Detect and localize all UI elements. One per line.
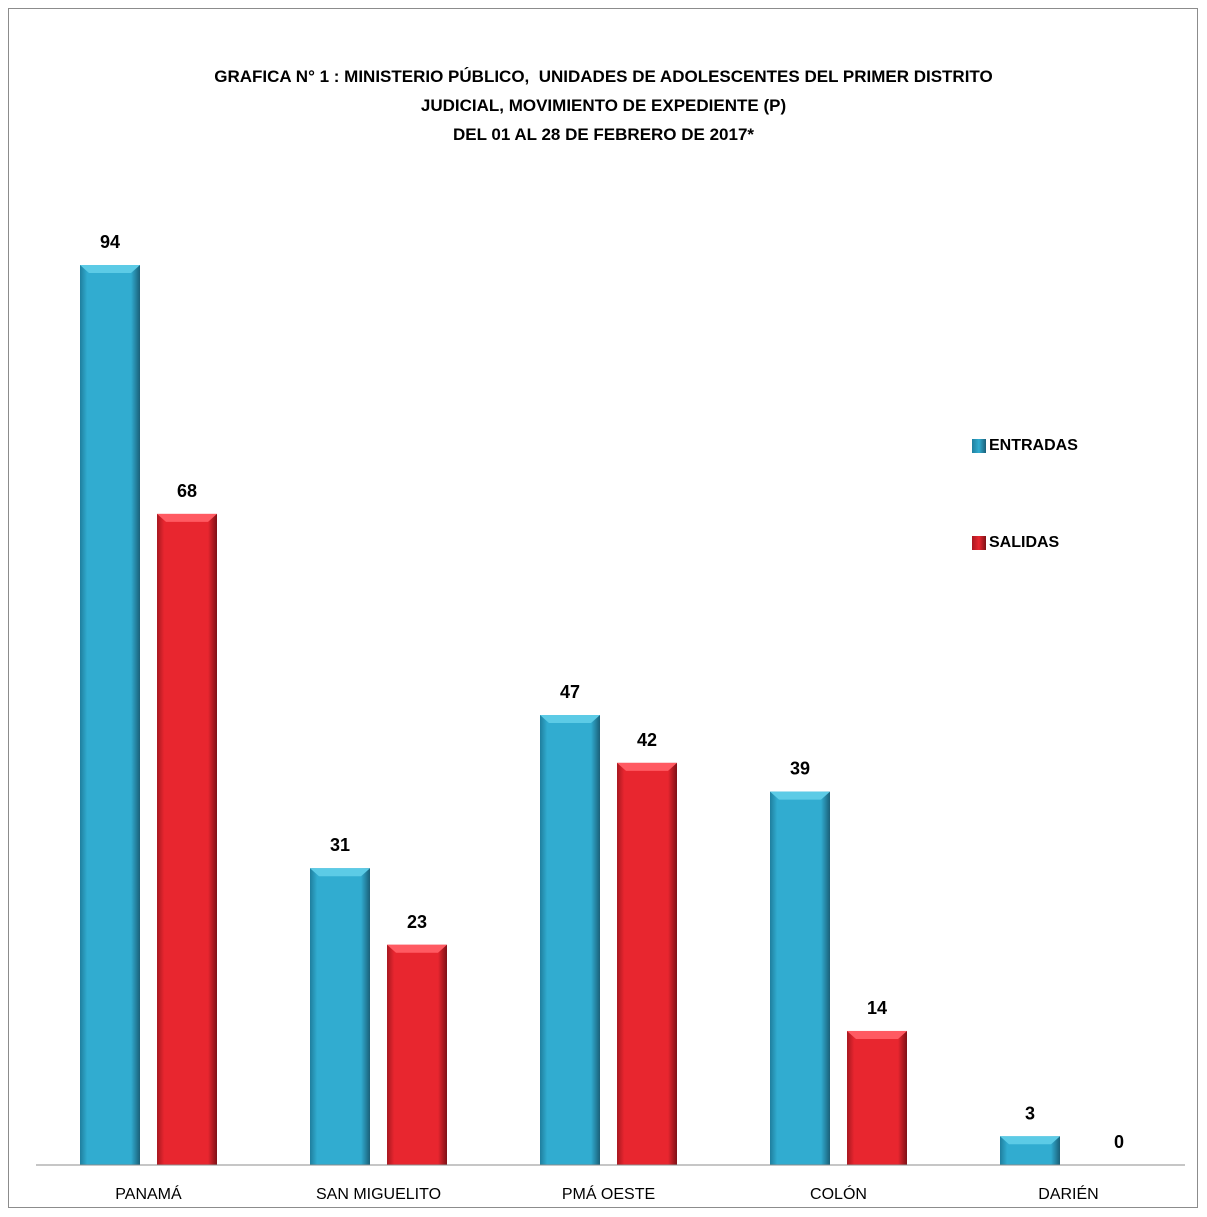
bar-bevel-entradas-0 bbox=[80, 265, 140, 273]
legend-salidas-label: SALIDAS bbox=[989, 534, 1060, 551]
x-tick-label-3: COLÓN bbox=[810, 1184, 867, 1203]
bars-group bbox=[80, 265, 1060, 1165]
chart-title-line-3: DEL 01 AL 28 DE FEBRERO DE 2017* bbox=[452, 125, 755, 144]
data-label-salidas-3: 14 bbox=[867, 998, 887, 1018]
data-label-entradas-1: 31 bbox=[330, 835, 350, 855]
chart-title-line-1: GRAFICA N° 1 : MINISTERIO PÚBLICO, UNIDA… bbox=[214, 67, 993, 86]
x-tick-label-0: PANAMÁ bbox=[115, 1184, 182, 1203]
bar-salidas-3 bbox=[847, 1030, 907, 1165]
bar-bevel-salidas-3 bbox=[847, 1030, 907, 1039]
bar-bevel-salidas-1 bbox=[387, 944, 447, 953]
legend-entradas-swatch bbox=[972, 439, 986, 453]
x-tick-label-2: PMÁ OESTE bbox=[562, 1184, 655, 1203]
legend-salidas: SALIDAS bbox=[972, 534, 1059, 552]
data-label-entradas-3: 39 bbox=[790, 759, 810, 779]
bar-entradas-0 bbox=[80, 265, 140, 1165]
bar-salidas-0 bbox=[157, 513, 217, 1165]
bar-bevel-entradas-2 bbox=[540, 715, 600, 723]
x-tick-label-4: DARIÉN bbox=[1038, 1184, 1098, 1203]
bar-entradas-1 bbox=[310, 868, 370, 1165]
bar-bevel-entradas-3 bbox=[770, 791, 830, 800]
legend-salidas-swatch bbox=[972, 536, 986, 550]
data-label-entradas-2: 47 bbox=[560, 682, 580, 702]
legend-entradas: ENTRADAS bbox=[972, 437, 1078, 455]
data-label-entradas-4: 3 bbox=[1025, 1103, 1035, 1123]
bar-bevel-salidas-0 bbox=[157, 513, 217, 522]
bar-salidas-2 bbox=[617, 762, 677, 1165]
data-label-salidas-4: 0 bbox=[1114, 1132, 1124, 1152]
data-label-salidas-0: 68 bbox=[177, 481, 197, 501]
chart-title-line-2: JUDICIAL, MOVIMIENTO DE EXPEDIENTE (P) bbox=[420, 96, 787, 115]
bar-entradas-2 bbox=[540, 715, 600, 1165]
data-label-salidas-1: 23 bbox=[407, 912, 427, 932]
data-label-salidas-2: 42 bbox=[637, 730, 657, 750]
bar-entradas-3 bbox=[770, 791, 830, 1165]
bar-bevel-entradas-4 bbox=[1000, 1136, 1060, 1145]
labels-group: 94 68 PANAMÁ 31 23 SAN MIGUELITO 47 42 PMÁ OESTE… bbox=[100, 232, 1124, 1203]
legend-entradas-label: ENTRADAS bbox=[989, 437, 1078, 454]
chart-title: GRAFICA N° 1 : MINISTERIO PÚBLICO, UNIDA… bbox=[0, 62, 1207, 149]
bar-salidas-1 bbox=[387, 944, 447, 1165]
bar-bevel-salidas-2 bbox=[617, 762, 677, 771]
data-label-entradas-0: 94 bbox=[100, 232, 120, 252]
x-tick-label-1: SAN MIGUELITO bbox=[316, 1186, 441, 1203]
bar-bevel-entradas-1 bbox=[310, 868, 370, 877]
